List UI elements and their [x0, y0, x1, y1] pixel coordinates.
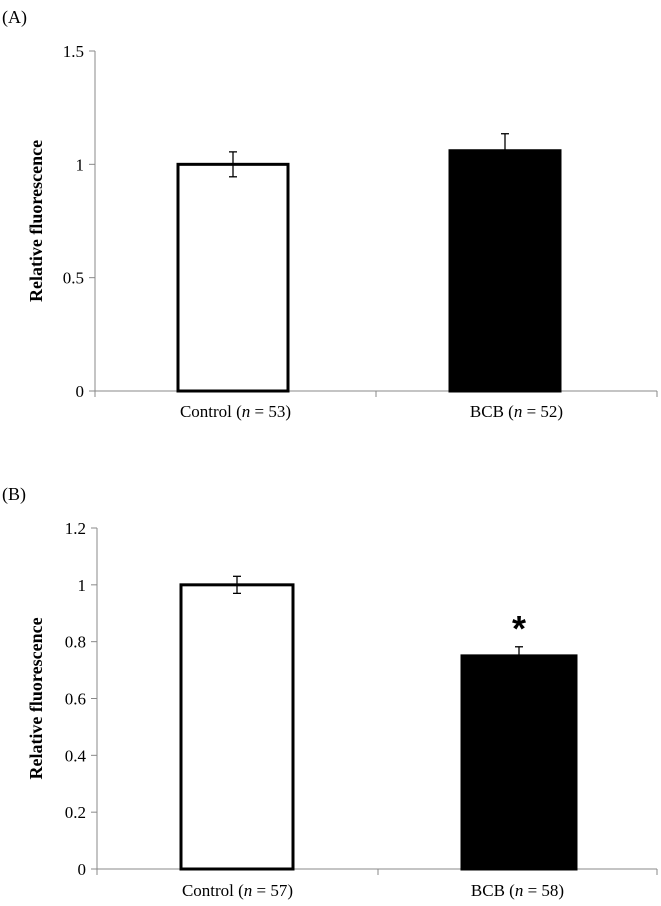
- x-tick-label: Control (n = 53): [180, 402, 291, 421]
- y-tick-label: 1.2: [65, 519, 86, 538]
- panel-label: (A): [2, 7, 27, 28]
- y-tick-label: 0.8: [65, 633, 86, 652]
- panel-b: (B) Relative fluorescence 0 0.2 0.4 0.6 0.8 1 1.…: [2, 484, 658, 900]
- y-axis-label: Relative fluorescence: [26, 140, 46, 302]
- y-tick-label: 0: [76, 382, 85, 401]
- x-tick-label: Control (n = 57): [182, 881, 293, 900]
- y-tick-label: 1: [76, 155, 85, 174]
- panel-a: (A) Relative fluorescence 0 0.5 1 1.5 Control …: [2, 7, 658, 421]
- y-tick-label: 0.6: [65, 690, 86, 709]
- y-tick-label: 1: [78, 576, 87, 595]
- y-tick-label: 0.2: [65, 803, 86, 822]
- y-tick-label: 0: [78, 860, 87, 879]
- y-tick-label: 1.5: [63, 42, 84, 61]
- bar-control: [179, 583, 295, 871]
- bar-bcb: [460, 654, 578, 871]
- y-axis-label: Relative fluorescence: [26, 617, 46, 779]
- significance-marker: *: [512, 608, 526, 649]
- panel-label: (B): [2, 484, 26, 505]
- bar-control: [176, 162, 290, 393]
- y-tick-label: 0.4: [65, 746, 87, 765]
- x-tick-label: BCB (n = 58): [471, 881, 564, 900]
- bar-bcb: [448, 149, 562, 393]
- y-tick-label: 0.5: [63, 269, 84, 288]
- x-tick-label: BCB (n = 52): [470, 402, 563, 421]
